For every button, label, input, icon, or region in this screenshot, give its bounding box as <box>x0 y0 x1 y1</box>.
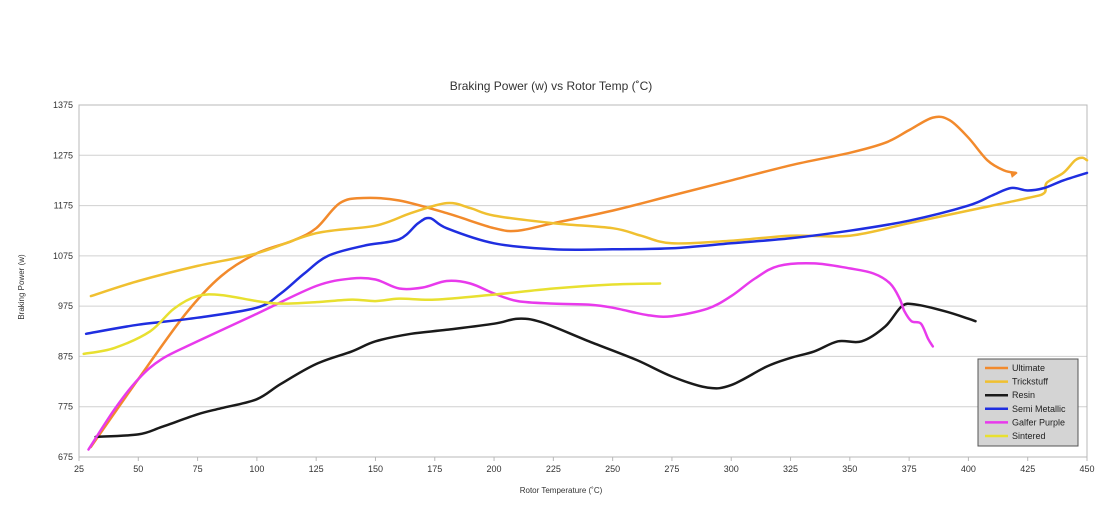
x-tick-label: 75 <box>193 464 203 474</box>
series-arrowhead-ultimate <box>1009 170 1018 178</box>
plot-frame <box>78 104 1088 458</box>
legend-label-sintered: Sintered <box>1012 431 1046 441</box>
x-tick-label: 50 <box>133 464 143 474</box>
x-tick-label: 275 <box>664 464 679 474</box>
x-tick-label: 375 <box>902 464 917 474</box>
y-tick-label: 775 <box>58 402 73 412</box>
x-tick-label: 350 <box>842 464 857 474</box>
series-line-ultimate <box>89 115 1018 449</box>
y-tick-label: 1275 <box>53 150 73 160</box>
y-tick-label: 675 <box>58 452 73 462</box>
x-tick-label: 200 <box>487 464 502 474</box>
grid <box>79 104 1087 458</box>
x-tick-label: 150 <box>368 464 383 474</box>
x-tick-label: 400 <box>961 464 976 474</box>
x-tick-label: 100 <box>249 464 264 474</box>
x-tick-label: 450 <box>1079 464 1094 474</box>
legend-label-semi-metallic: Semi Metallic <box>1012 404 1066 414</box>
y-tick-label: 875 <box>58 351 73 361</box>
y-tick-label: 1075 <box>53 251 73 261</box>
legend-label-trickstuff: Trickstuff <box>1012 377 1049 387</box>
y-axis-label: Braking Power (w) <box>17 254 26 320</box>
x-axis-label: Rotor Temperature (˚C) <box>520 486 603 495</box>
x-tick-label: 25 <box>74 464 84 474</box>
legend: Ultimate Trickstuff Resin Semi Metallic Galf… <box>977 358 1079 447</box>
x-axis: 25 50 75 100 125 150 175 200 225 250 275 300 325 350 3… <box>74 457 1095 474</box>
legend-label-galfer-purple: Galfer Purple <box>1012 417 1065 427</box>
chart-title: Braking Power (w) vs Rotor Temp (˚C) <box>450 79 653 93</box>
y-tick-label: 1375 <box>53 100 73 110</box>
x-tick-label: 250 <box>605 464 620 474</box>
legend-label-resin: Resin <box>1012 390 1035 400</box>
x-tick-label: 225 <box>546 464 561 474</box>
series-line-resin <box>94 302 977 439</box>
x-tick-label: 300 <box>724 464 739 474</box>
y-tick-label: 1175 <box>54 201 73 211</box>
x-tick-label: 125 <box>309 464 324 474</box>
legend-label-ultimate: Ultimate <box>1012 363 1045 373</box>
x-tick-label: 175 <box>427 464 442 474</box>
y-tick-label: 975 <box>58 301 73 311</box>
series-group <box>82 115 1089 451</box>
legend-box <box>977 358 1079 447</box>
x-tick-label: 425 <box>1020 464 1035 474</box>
x-tick-label: 325 <box>783 464 798 474</box>
series-line-sintered <box>82 282 662 356</box>
y-axis: 675 775 875 975 1075 1175 1275 1375 <box>53 100 73 462</box>
series-line-trickstuff <box>89 156 1089 298</box>
series-line-semi-metallic <box>84 171 1089 336</box>
